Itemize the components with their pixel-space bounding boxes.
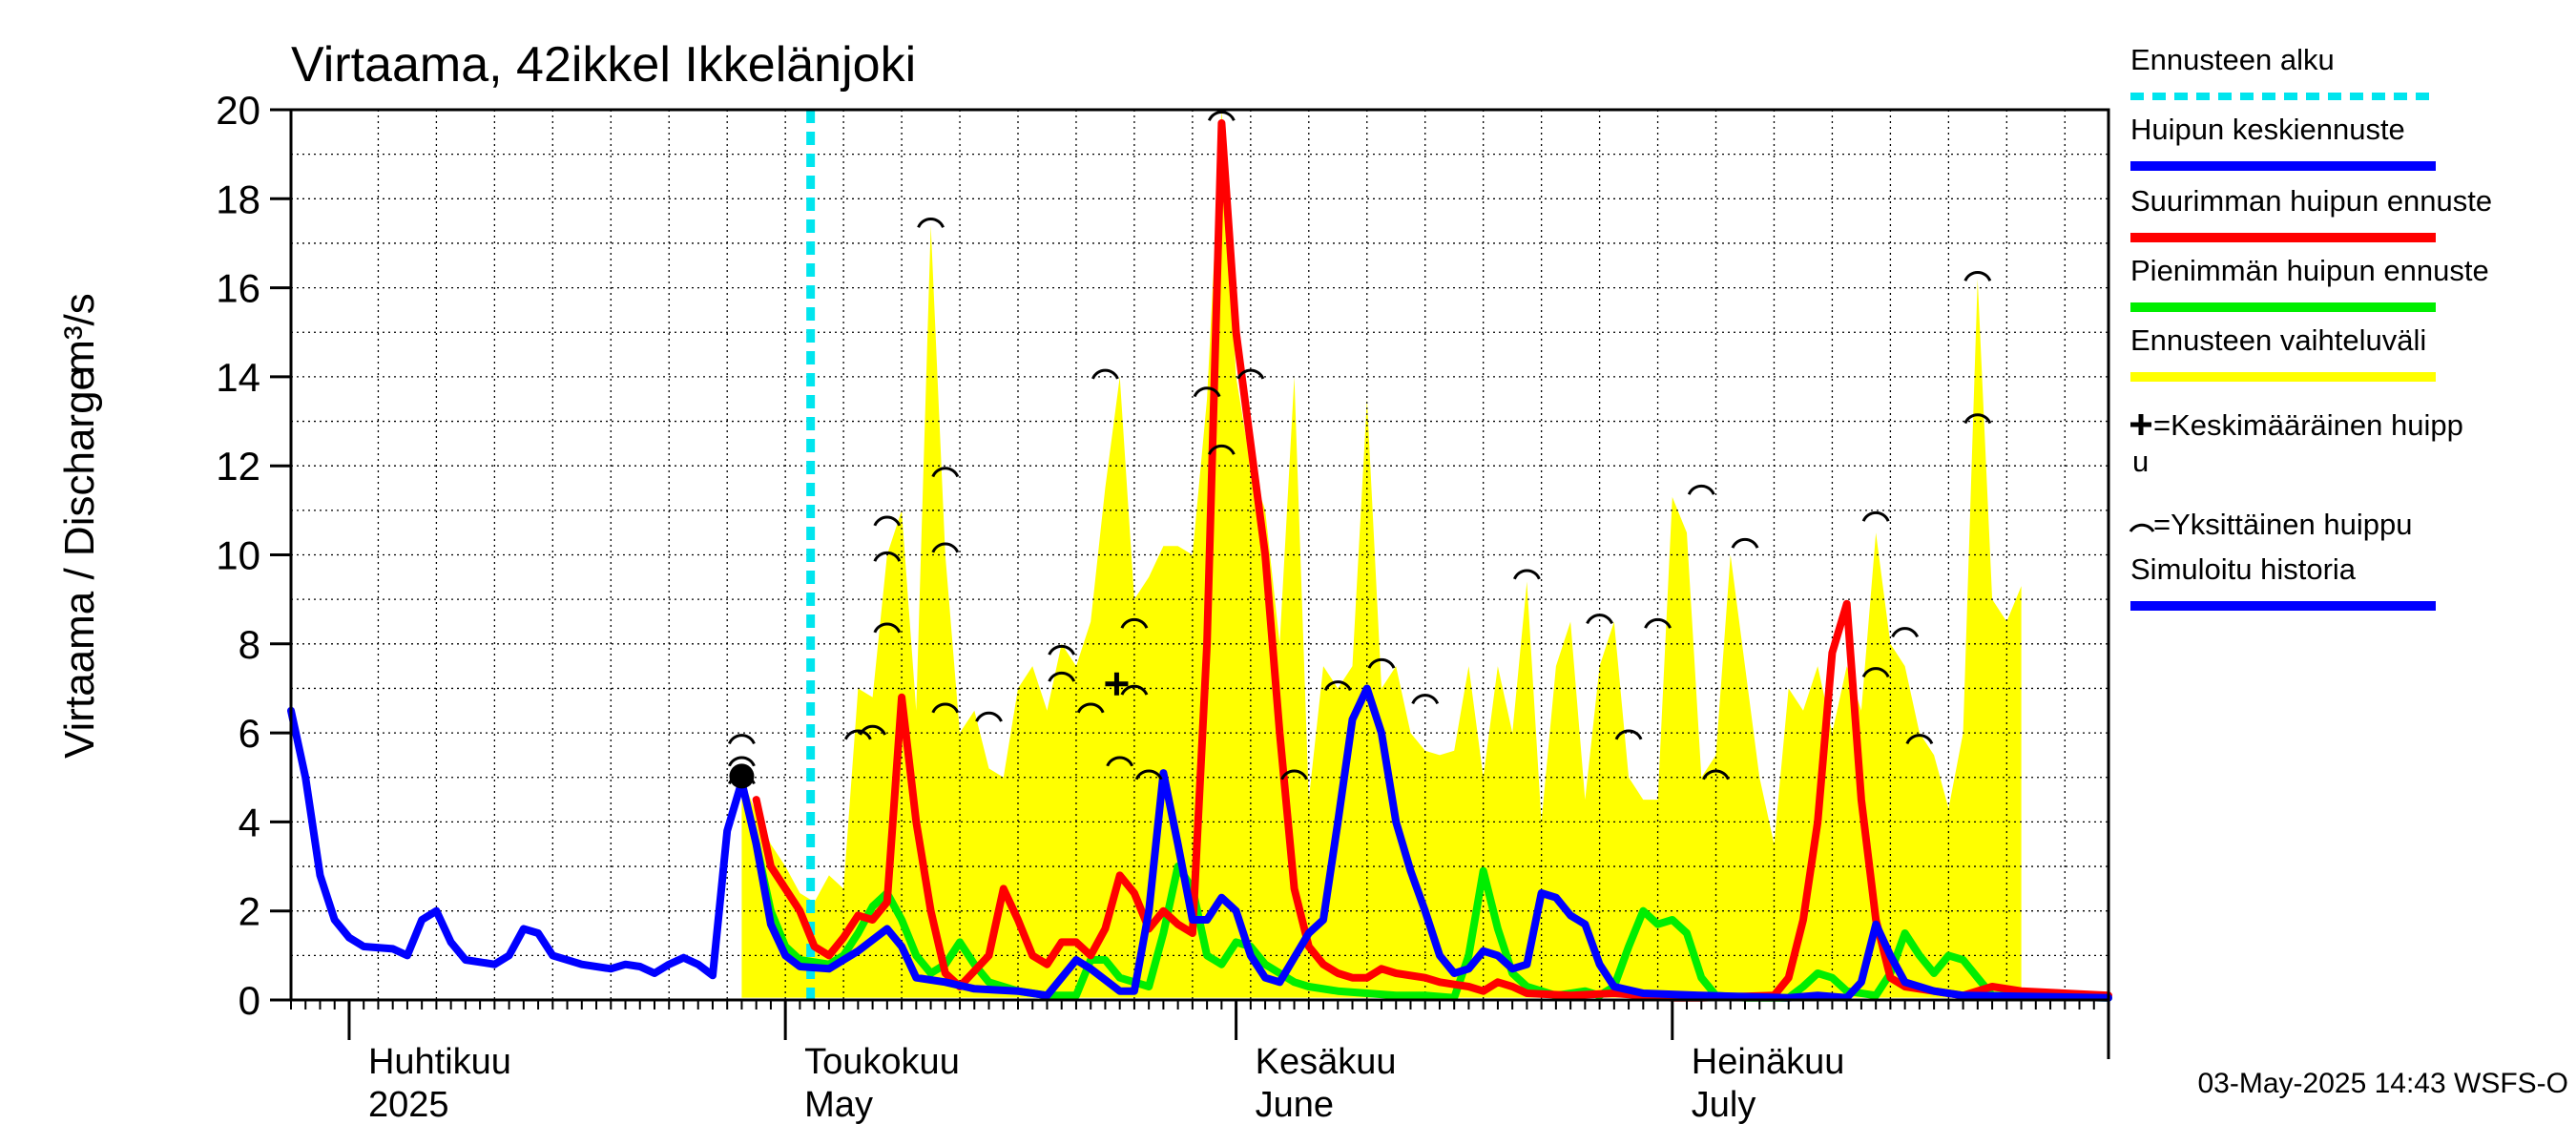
x-month-label-en: May	[804, 1085, 873, 1125]
x-month-label-en: June	[1256, 1085, 1334, 1125]
legend: Ennusteen alku Huipun keskiennuste Suurimm…	[2129, 43, 2492, 611]
y-tick-label: 4	[239, 800, 260, 844]
x-month-label-fi: Huhtikuu	[368, 1042, 511, 1082]
history-peak-dot	[729, 763, 755, 789]
single-peak-marker	[1280, 769, 1308, 781]
y-tick-label: 2	[239, 889, 260, 934]
legend-label: =Keskimääräinen huipp	[2153, 408, 2463, 442]
single-peak-marker	[917, 218, 945, 228]
y-tick-label: 14	[216, 355, 260, 400]
single-peak-marker	[1891, 627, 1920, 638]
single-peak-marker	[1076, 702, 1105, 714]
single-peak-marker	[1048, 671, 1076, 682]
y-tick-label: 10	[216, 533, 260, 578]
chart-title: Virtaama, 42ikkel Ikkelänjoki	[291, 37, 916, 93]
single-peak-marker	[873, 515, 902, 527]
legend-label: Ennusteen vaihteluväli	[2130, 323, 2426, 357]
single-peak-marker	[728, 756, 756, 767]
single-peak-marker	[1963, 413, 1992, 425]
single-peak-marker	[1207, 111, 1236, 122]
x-month-label-en: July	[1692, 1085, 1756, 1125]
y-tick-label: 0	[239, 978, 260, 1023]
series-huipun-keskiennuste	[737, 684, 2112, 1002]
forecast-range-band	[741, 110, 2022, 998]
series-suurimman-huipun-ennuste	[752, 119, 2112, 1002]
legend-single-peak-icon	[2129, 523, 2155, 532]
single-peak-marker	[1687, 484, 1715, 495]
single-peak-marker	[873, 551, 902, 562]
single-peak-marker	[1513, 569, 1541, 580]
single-peak-marker	[1134, 769, 1163, 781]
series-pienimm-n-huipun-ennuste	[752, 840, 2112, 1002]
legend-mean-peak-icon	[2130, 414, 2151, 435]
single-peak-marker	[1644, 617, 1672, 629]
single-peak-marker	[1091, 368, 1119, 380]
single-peak-marker	[1614, 729, 1643, 740]
y-axis-unit: m³/s	[56, 293, 103, 375]
single-peak-marker	[1731, 537, 1759, 549]
single-peak-marker	[1963, 271, 1992, 281]
single-peak-marker	[1367, 657, 1396, 669]
single-peak-marker	[1048, 644, 1076, 656]
single-peak-marker	[1411, 694, 1440, 705]
y-tick-label: 18	[216, 177, 260, 221]
single-peak-marker	[1323, 680, 1352, 692]
axes	[270, 108, 2110, 1059]
single-peak-marker	[859, 724, 886, 736]
single-peak-marker	[1120, 684, 1149, 696]
single-peak-marker	[931, 467, 960, 478]
legend-label: Simuloitu historia	[2130, 552, 2357, 586]
single-peak-marker	[1236, 368, 1265, 380]
y-tick-label: 16	[216, 266, 260, 311]
single-peak-marker	[873, 622, 902, 634]
single-peak-marker	[1861, 667, 1890, 678]
y-axis-label: Virtaama / Discharge	[56, 367, 103, 759]
legend-label: =Yksittäinen huippu	[2153, 508, 2412, 541]
single-peak-marker	[931, 542, 960, 553]
y-tick-label: 8	[239, 622, 260, 667]
x-month-label-fi: Toukokuu	[804, 1042, 960, 1082]
single-peak-marker	[1120, 617, 1149, 629]
y-tick-label: 6	[239, 711, 260, 756]
single-peak-marker	[1702, 769, 1730, 781]
series-lines	[287, 119, 2112, 1002]
legend-label: Huipun keskiennuste	[2130, 113, 2405, 146]
single-peak-marker	[1193, 386, 1221, 398]
x-month-label-fi: Heinäkuu	[1692, 1042, 1845, 1082]
timestamp-footer: 03-May-2025 14:43 WSFS-O	[2198, 1068, 2569, 1099]
legend-label-continued: u	[2132, 445, 2149, 478]
mean-peak-marker	[1105, 672, 1129, 696]
single-peak-marker	[931, 702, 960, 714]
legend-label: Ennusteen alku	[2130, 43, 2335, 76]
single-peak-marker	[1861, 510, 1890, 522]
single-peak-marker	[1106, 756, 1134, 767]
y-tick-labels: 0 2 4 6 8 10 12 14 16 18 20	[216, 88, 260, 1023]
single-peak-marker	[1586, 614, 1613, 625]
x-month-label-en: 2025	[368, 1085, 449, 1125]
y-tick-label: 12	[216, 444, 260, 489]
single-peak-marker	[728, 734, 756, 745]
y-tick-label: 20	[216, 88, 260, 133]
single-peak-marker	[843, 729, 872, 740]
series-simuloitu-historia	[287, 706, 746, 980]
forecast-range-area	[741, 110, 2022, 998]
legend-label: Suurimman huipun ennuste	[2130, 184, 2492, 218]
single-peak-marker	[975, 711, 1003, 722]
single-peak-marker	[1207, 444, 1236, 455]
single-peak-marker	[1905, 734, 1934, 745]
peak-markers	[728, 111, 1992, 789]
x-month-label-fi: Kesäkuu	[1256, 1042, 1397, 1082]
legend-label: Pienimmän huipun ennuste	[2130, 254, 2489, 287]
